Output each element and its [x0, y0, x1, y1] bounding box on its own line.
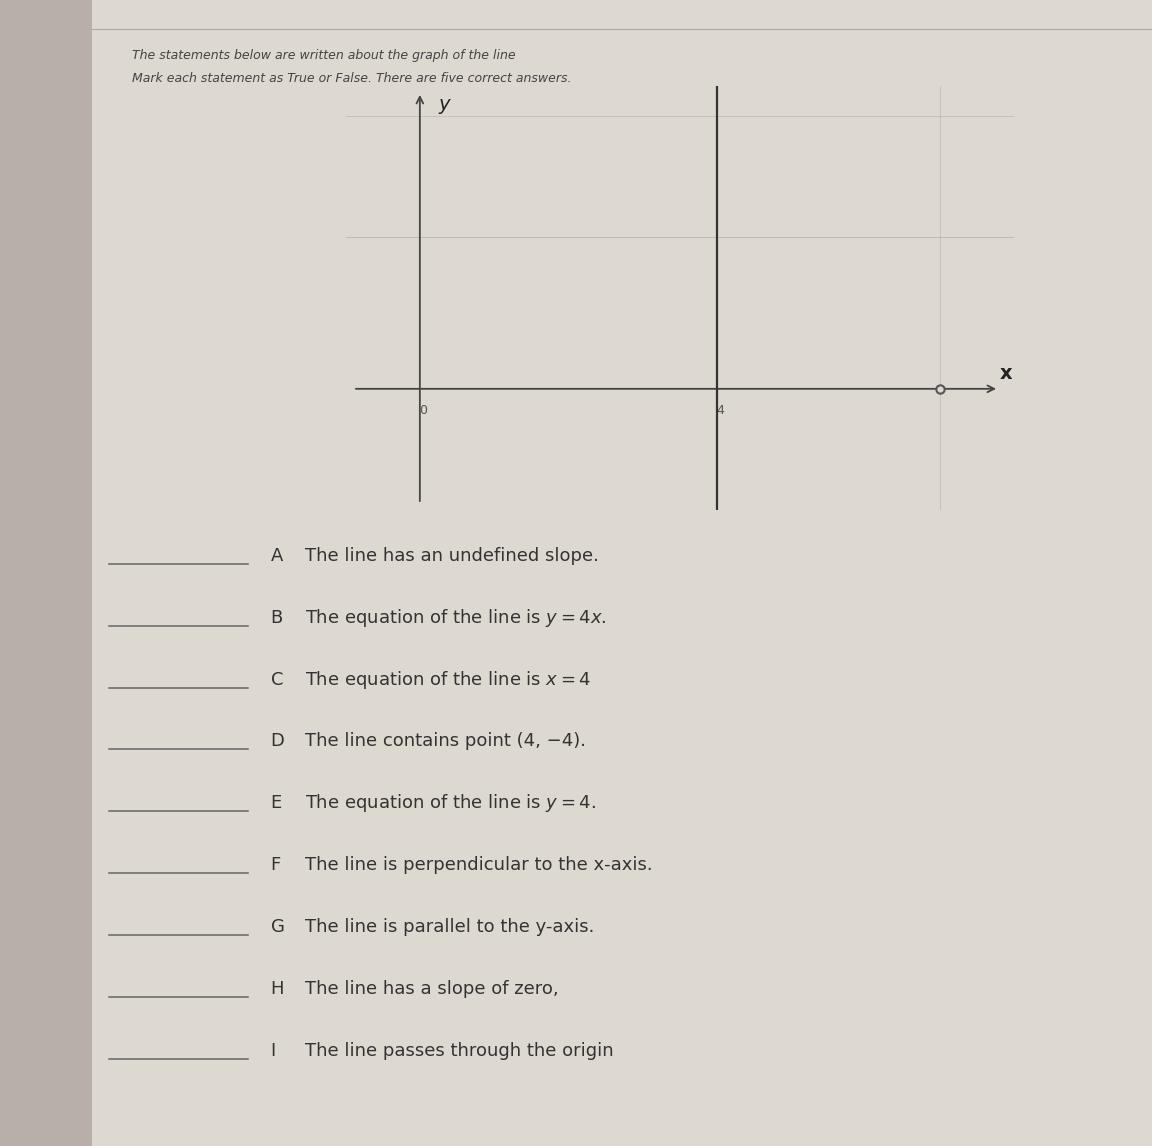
- Text: x: x: [1000, 363, 1013, 383]
- Text: The line has a slope of zero,: The line has a slope of zero,: [305, 980, 559, 998]
- Text: y: y: [439, 95, 450, 115]
- Text: A: A: [271, 547, 283, 565]
- Text: The line is parallel to the y-axis.: The line is parallel to the y-axis.: [305, 918, 594, 936]
- Text: 0: 0: [419, 405, 427, 417]
- Text: The equation of the line is $x = 4$: The equation of the line is $x = 4$: [305, 668, 591, 691]
- Text: The statements below are written about the graph of the line: The statements below are written about t…: [132, 49, 516, 62]
- Text: G: G: [271, 918, 285, 936]
- Text: D: D: [271, 732, 285, 751]
- Text: I: I: [271, 1042, 276, 1060]
- Text: The line contains point (4, −4).: The line contains point (4, −4).: [305, 732, 586, 751]
- Text: The line passes through the origin: The line passes through the origin: [305, 1042, 614, 1060]
- Text: Mark each statement as True or False. There are five correct answers.: Mark each statement as True or False. Th…: [132, 72, 573, 85]
- Text: H: H: [271, 980, 285, 998]
- Text: F: F: [271, 856, 281, 874]
- Bar: [0, 0, 92, 1146]
- Text: B: B: [271, 609, 283, 627]
- Text: The equation of the line is $y = 4x$.: The equation of the line is $y = 4x$.: [305, 606, 607, 629]
- Text: The equation of the line is $y = 4$.: The equation of the line is $y = 4$.: [305, 792, 597, 815]
- Text: 4: 4: [717, 405, 725, 417]
- Text: The line is perpendicular to the x-axis.: The line is perpendicular to the x-axis.: [305, 856, 653, 874]
- Text: E: E: [271, 794, 282, 813]
- Text: C: C: [271, 670, 283, 689]
- Text: The line has an undefined slope.: The line has an undefined slope.: [305, 547, 599, 565]
